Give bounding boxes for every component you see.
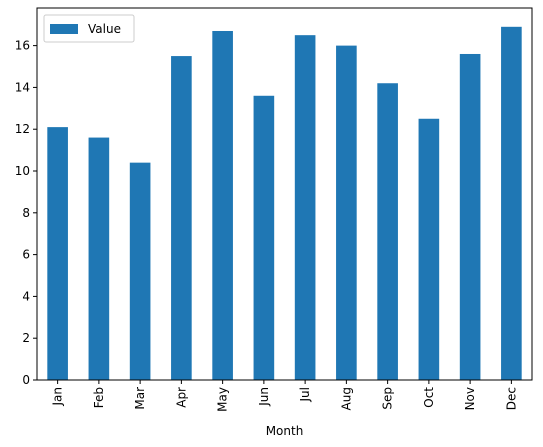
bar-sep — [377, 83, 398, 380]
y-tick-label: 12 — [15, 122, 30, 136]
x-tick-label: Feb — [92, 387, 106, 408]
bar-may — [212, 30, 233, 380]
bar-apr — [171, 56, 192, 381]
y-tick-label: 4 — [22, 289, 30, 303]
bar-dec — [501, 26, 522, 380]
bar-oct — [418, 118, 440, 381]
bar-aug — [336, 45, 357, 380]
x-tick-label: Apr — [174, 387, 188, 408]
x-tick-label: Jul — [298, 387, 312, 402]
y-tick-label: 10 — [15, 164, 30, 178]
x-tick-label: Aug — [339, 387, 353, 410]
y-axis: 0 2 4 6 8 10 12 14 16 — [15, 39, 37, 387]
y-tick-label: 2 — [22, 331, 30, 345]
y-tick-label: 16 — [15, 39, 30, 53]
legend-label: Value — [88, 22, 121, 36]
y-tick-label: 0 — [22, 373, 30, 387]
y-tick-label: 14 — [15, 80, 30, 94]
x-tick-label: Dec — [504, 387, 518, 410]
y-tick-label: 6 — [22, 248, 30, 262]
bar-jun — [253, 95, 275, 381]
x-axis: Jan Feb Mar Apr May Jun Jul Aug Sep Oct Nov Dec — [51, 380, 518, 412]
bar-jan — [47, 127, 68, 380]
y-tick-label: 8 — [22, 206, 30, 220]
bar-nov — [459, 53, 481, 380]
x-axis-title: Month — [266, 424, 304, 438]
bar-feb — [88, 137, 110, 380]
x-tick-label: Nov — [463, 387, 477, 410]
legend-box — [43, 14, 135, 43]
x-tick-label: Jan — [51, 387, 65, 407]
bar-mar — [129, 162, 151, 380]
plot-frame — [36, 7, 533, 381]
x-tick-label: Mar — [133, 387, 147, 410]
x-tick-label: Oct — [422, 387, 436, 408]
bars-group — [47, 26, 522, 381]
legend: Value — [43, 14, 135, 43]
x-tick-label: May — [216, 387, 230, 412]
x-tick-label: Sep — [381, 387, 395, 410]
bar-jul — [294, 35, 316, 380]
x-tick-label: Jun — [257, 387, 271, 407]
legend-swatch — [50, 24, 78, 34]
